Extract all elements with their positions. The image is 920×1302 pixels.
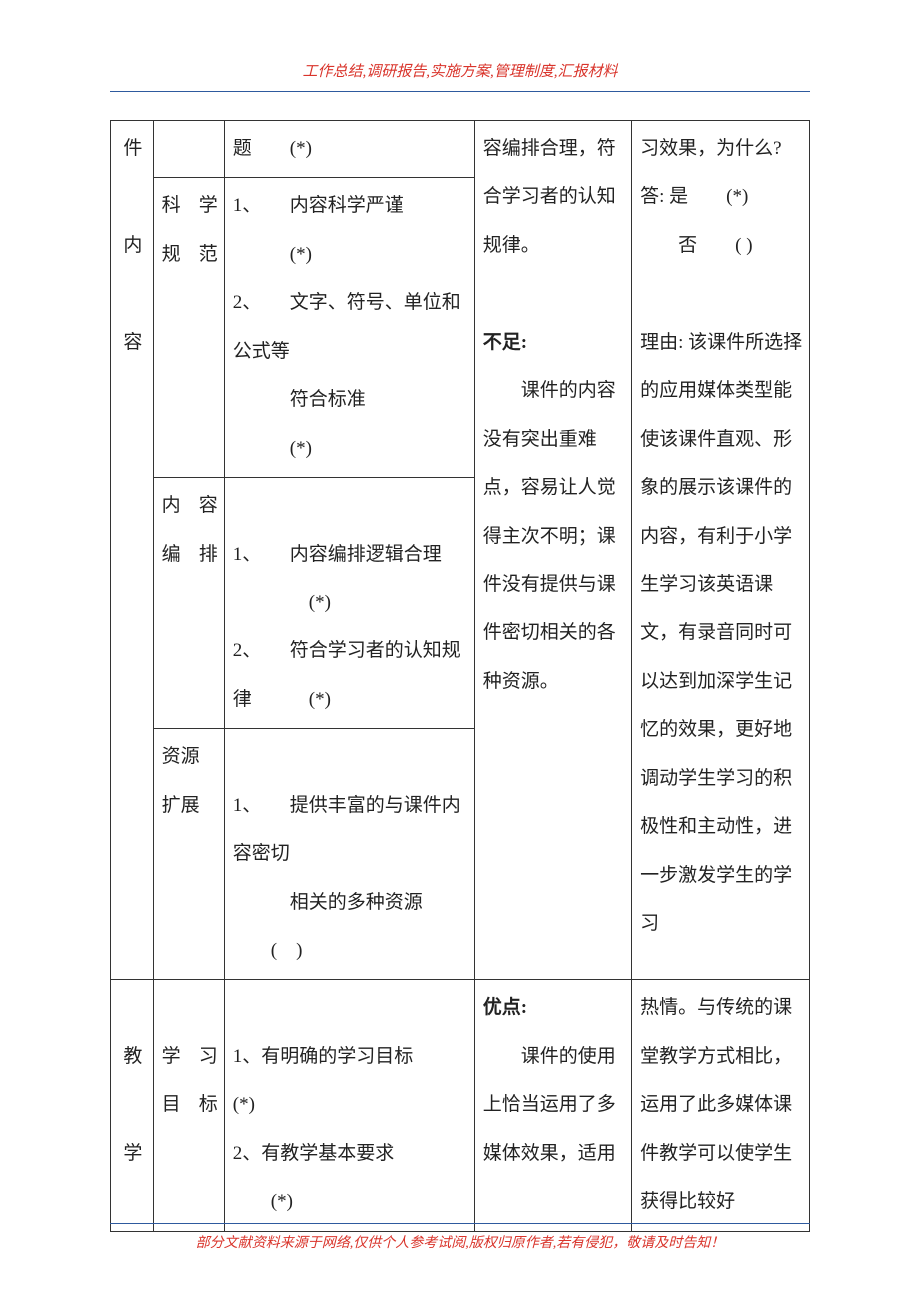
subcat-goal-text: 学 习目 标 — [162, 1046, 218, 1115]
criteria-arrangement: 1、 内容编排逻辑合理 (*)2、 符合学习者的认知规律 (*) — [224, 478, 474, 729]
reason-content: 习效果，为什么? 答: 是 (*) 否 ( ) 理由: 该课件所选择的应用媒体类… — [632, 121, 810, 980]
subcat-goal: 学 习目 标 — [153, 980, 224, 1231]
answer-yes: 答: 是 (*) — [640, 186, 748, 207]
subcat-resource: 资源扩展 — [153, 729, 224, 980]
subcat-blank — [153, 121, 224, 178]
analysis-content: 容编排合理，符合学习者的认知规律。 不足: 课件的内容没有突出重难点，容易让人觉… — [474, 121, 631, 980]
criteria-scientific: 1、 内容科学严谨 (*)2、 文字、符号、单位和公式等 符合标准 (*) — [224, 178, 474, 478]
page-footer: 部分文献资料来源于网络,仅供个人参考试阅,版权归原作者,若有侵犯，敬请及时告知！ — [110, 1223, 810, 1252]
criteria-resource: 1、 提供丰富的与课件内容密切 相关的多种资源 ( ) — [224, 729, 474, 980]
reason-teaching: 热情。与传统的课堂教学方式相比，运用了此多媒体课件教学可以使学生获得比较好 — [632, 980, 810, 1231]
page-header: 工作总结,调研报告,实施方案,管理制度,汇报材料 — [110, 60, 810, 92]
answer-no: 否 ( ) — [640, 235, 752, 256]
category-teaching: 教学 — [111, 980, 154, 1231]
analysis-advantage-text: 容编排合理，符合学习者的认知规律。 — [483, 138, 616, 256]
evaluation-table: 件内容 题 (*) 容编排合理，符合学习者的认知规律。 不足: 课件的内容没有突… — [110, 120, 810, 1232]
deficiency-text: 课件的内容没有突出重难点，容易让人觉得主次不明；课件没有提供与课件密切相关的各种… — [483, 367, 625, 706]
deficiency-label: 不足: — [483, 332, 527, 353]
effect-question: 习效果，为什么? — [640, 138, 781, 159]
criteria-goal: 1、有明确的学习目标(*)2、有教学基本要求 (*) — [224, 980, 474, 1231]
subcat-arrangement: 内 容编 排 — [153, 478, 224, 729]
subcat-scientific: 科 学规 范 — [153, 178, 224, 478]
analysis-teaching: 优点: 课件的使用上恰当运用了多媒体效果，适用 — [474, 980, 631, 1231]
advantage-label: 优点: — [483, 997, 527, 1018]
category-content: 件内容 — [111, 121, 154, 980]
reason-text: 理由: 该课件所选择的应用媒体类型能使该课件直观、形象的展示该课件的内容，有利于… — [640, 332, 802, 934]
advantage-text: 课件的使用上恰当运用了多媒体效果，适用 — [483, 1033, 625, 1178]
criteria-topic: 题 (*) — [224, 121, 474, 178]
